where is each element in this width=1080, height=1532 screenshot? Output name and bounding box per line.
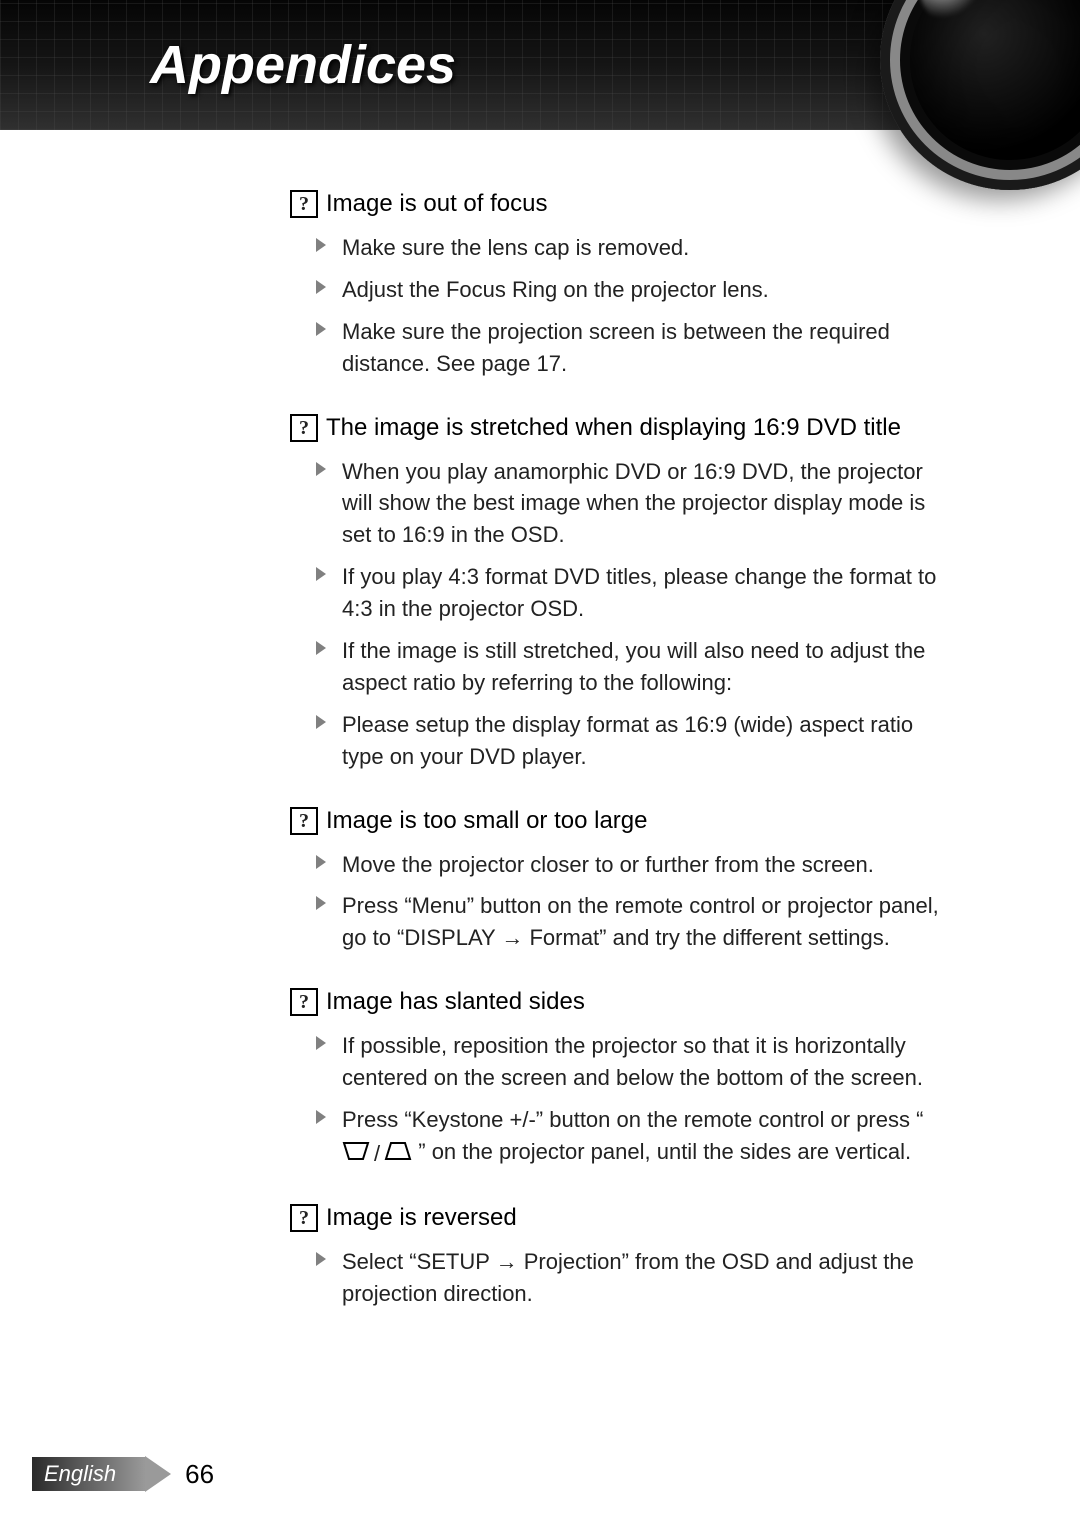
topic-stretched: ? The image is stretched when displaying… [290, 414, 950, 773]
bullet-text: When you play anamorphic DVD or 16:9 DVD… [342, 459, 925, 548]
page-footer: English 66 [32, 1456, 214, 1492]
list-item: If you play 4:3 format DVD titles, pleas… [316, 561, 950, 625]
triangle-icon [316, 567, 326, 581]
bullet-text: Make sure the projection screen is betwe… [342, 319, 890, 376]
topic-heading: ? Image is out of focus [290, 190, 950, 218]
list-item: Select “SETUP → Projection” from the OSD… [316, 1246, 950, 1310]
list-item: If possible, reposition the projector so… [316, 1030, 950, 1094]
topic-title: Image is reversed [326, 1204, 517, 1232]
bullet-text: Please setup the display format as 16:9 … [342, 712, 913, 769]
bullet-text: If possible, reposition the projector so… [342, 1033, 923, 1090]
bullet-text: If the image is still stretched, you wil… [342, 638, 925, 695]
bullet-text: Make sure the lens cap is removed. [342, 235, 689, 260]
triangle-icon [316, 280, 326, 294]
bullet-text: Select “SETUP → Projection” from the OSD… [342, 1249, 914, 1306]
topic-heading: ? Image has slanted sides [290, 988, 950, 1016]
topic-size: ? Image is too small or too large Move t… [290, 807, 950, 955]
list-item: When you play anamorphic DVD or 16:9 DVD… [316, 456, 950, 552]
list-item: Make sure the projection screen is betwe… [316, 316, 950, 380]
question-icon: ? [290, 414, 318, 442]
bullet-text: Press “Menu” button on the remote contro… [342, 893, 939, 950]
question-icon: ? [290, 190, 318, 218]
topic-title: Image is too small or too large [326, 807, 647, 835]
question-icon: ? [290, 1204, 318, 1232]
triangle-icon [316, 1110, 326, 1124]
bullet-text: Move the projector closer to or further … [342, 852, 874, 877]
bullet-text: If you play 4:3 format DVD titles, pleas… [342, 564, 936, 621]
keystone-suffix: ” on the projector panel, until the side… [418, 1139, 911, 1164]
topic-title: The image is stretched when displaying 1… [326, 414, 901, 442]
keystone-icons: / [342, 1138, 412, 1170]
bullet-list: If possible, reposition the projector so… [290, 1030, 950, 1170]
bullet-text: Press “Keystone +/-” button on the remot… [342, 1107, 923, 1164]
bullet-text: Adjust the Focus Ring on the projector l… [342, 277, 769, 302]
topic-slanted: ? Image has slanted sides If possible, r… [290, 988, 950, 1170]
list-item: Press “Menu” button on the remote contro… [316, 890, 950, 954]
triangle-icon [316, 1252, 326, 1266]
list-item: Press “Keystone +/-” button on the remot… [316, 1104, 950, 1170]
topic-reversed: ? Image is reversed Select “SETUP → Proj… [290, 1204, 950, 1310]
triangle-icon [316, 322, 326, 336]
language-tab: English [32, 1457, 146, 1491]
bullet-list: Move the projector closer to or further … [290, 849, 950, 955]
triangle-icon [316, 855, 326, 869]
topic-title: Image has slanted sides [326, 988, 585, 1016]
topic-title: Image is out of focus [326, 190, 547, 218]
tab-wedge-icon [145, 1456, 171, 1492]
topic-heading: ? The image is stretched when displaying… [290, 414, 950, 442]
triangle-icon [316, 238, 326, 252]
bullet-list: Make sure the lens cap is removed. Adjus… [290, 232, 950, 380]
list-item: Make sure the lens cap is removed. [316, 232, 950, 264]
triangle-icon [316, 896, 326, 910]
bullet-list: When you play anamorphic DVD or 16:9 DVD… [290, 456, 950, 773]
page-number: 66 [185, 1459, 214, 1490]
trapezoid-wide-bottom-icon [384, 1138, 412, 1170]
page-header: Appendices [0, 0, 1080, 130]
topic-heading: ? Image is too small or too large [290, 807, 950, 835]
list-item: If the image is still stretched, you wil… [316, 635, 950, 699]
trapezoid-wide-top-icon [342, 1138, 370, 1170]
triangle-icon [316, 462, 326, 476]
topic-heading: ? Image is reversed [290, 1204, 950, 1232]
list-item: Please setup the display format as 16:9 … [316, 709, 950, 773]
list-item: Move the projector closer to or further … [316, 849, 950, 881]
question-icon: ? [290, 807, 318, 835]
content-area: ? Image is out of focus Make sure the le… [0, 130, 1080, 1310]
keystone-prefix: Press “Keystone +/-” button on the remot… [342, 1107, 923, 1132]
topic-focus: ? Image is out of focus Make sure the le… [290, 190, 950, 380]
triangle-icon [316, 641, 326, 655]
slash-separator: / [374, 1138, 380, 1170]
triangle-icon [316, 1036, 326, 1050]
page-title: Appendices [150, 34, 456, 96]
triangle-icon [316, 715, 326, 729]
question-icon: ? [290, 988, 318, 1016]
list-item: Adjust the Focus Ring on the projector l… [316, 274, 950, 306]
bullet-list: Select “SETUP → Projection” from the OSD… [290, 1246, 950, 1310]
